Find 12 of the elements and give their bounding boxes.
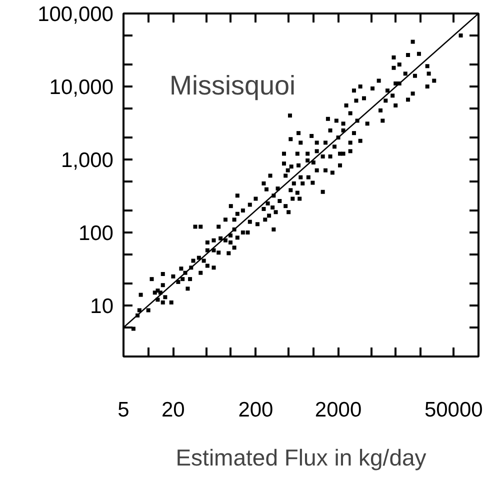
x-tick-label: 200 — [238, 398, 274, 422]
x-tick-label: 5 — [118, 398, 130, 422]
y-tick-label: 100 — [78, 222, 114, 245]
x-tick-label: 2000 — [314, 398, 362, 422]
y-tick-label: 10,000 — [49, 76, 114, 99]
x-tick-label: 50000 — [424, 398, 483, 422]
x-tick-label: 20 — [162, 398, 185, 422]
y-tick-label: 1,000 — [60, 148, 114, 172]
annotation: Missisquoi — [170, 70, 296, 100]
y-tick-label: 10 — [90, 294, 114, 318]
x-axis-title: Estimated Flux in kg/day — [176, 444, 427, 470]
y-tick-label: 100,000 — [38, 3, 114, 26]
